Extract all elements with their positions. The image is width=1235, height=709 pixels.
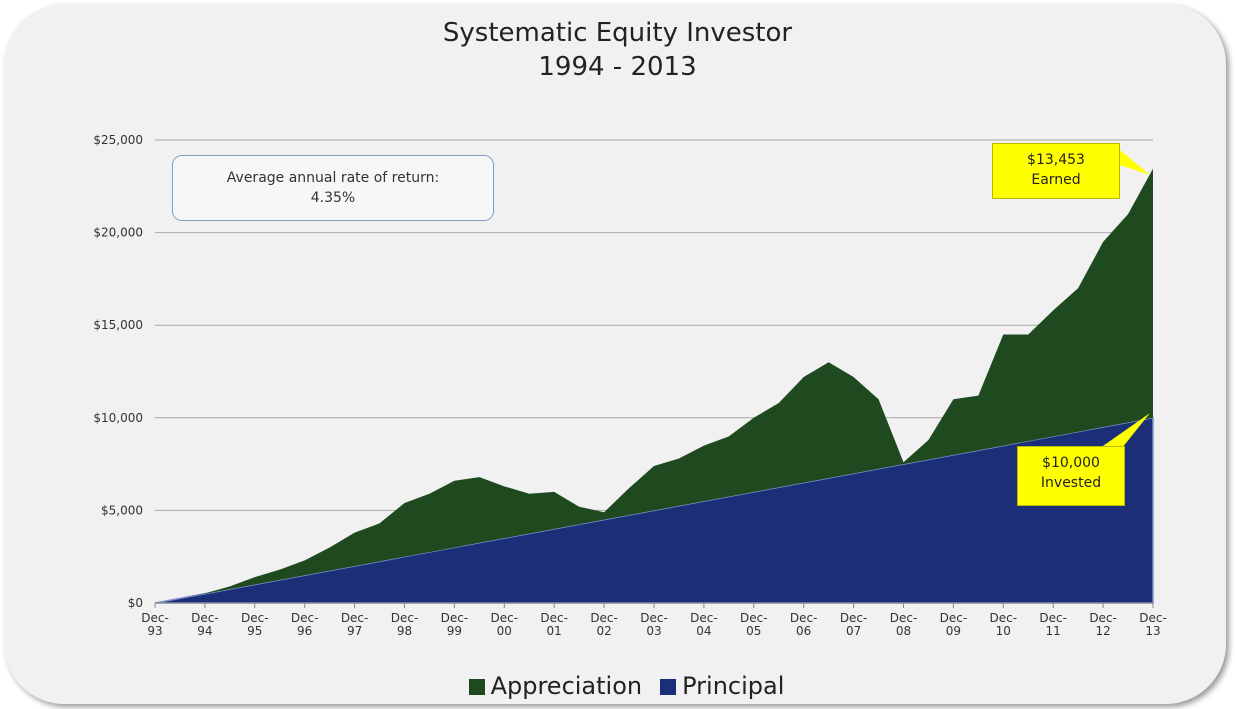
- callout-pointer: [1100, 413, 1150, 448]
- x-tick-label: Dec-03: [640, 611, 668, 638]
- x-tick-label: Dec-05: [740, 611, 768, 638]
- legend-swatch: [468, 679, 485, 695]
- x-tick-label: Dec-11: [1039, 611, 1067, 638]
- callout: $10,000 Invested: [1017, 446, 1125, 506]
- callout-value: $13,453: [1027, 152, 1085, 168]
- legend-label: Appreciation: [490, 672, 643, 700]
- x-tick-label: Dec-96: [290, 611, 319, 638]
- plot-layer: $0 $5,000 $10,000 $15,000 $20,000 $25,000: [93, 133, 1154, 610]
- x-tick-label: Dec-10: [989, 611, 1018, 638]
- y-tick-label: $10,000: [93, 411, 143, 425]
- x-tick-label: Dec-12: [1089, 611, 1117, 638]
- legend: Appreciation Principal: [0, 672, 1235, 700]
- x-tick-label: Dec-13: [1139, 611, 1167, 638]
- x-tick-label: Dec-06: [789, 611, 818, 638]
- x-tick-label: Dec-08: [889, 611, 918, 638]
- x-tick-label: Dec-99: [440, 611, 469, 638]
- x-tick-label: Dec-01: [540, 611, 568, 638]
- annotation-box: Average annual rate of return: 4.35%: [172, 155, 494, 221]
- chart-title: Systematic Equity Investor: [442, 18, 793, 48]
- x-tick-label: Dec-02: [590, 611, 618, 638]
- chart-subtitle: 1994 - 2013: [538, 52, 697, 82]
- callout-label: Invested: [1040, 475, 1102, 491]
- legend-label: Principal: [682, 672, 785, 700]
- x-tick-label: Dec-00: [490, 611, 519, 638]
- x-tick-label: Dec-04: [690, 611, 718, 638]
- callout: $13,453 Earned: [992, 143, 1120, 199]
- x-tick-label: Dec-94: [191, 611, 219, 638]
- y-tick-label: $5,000: [101, 503, 143, 517]
- legend-swatch: [660, 679, 677, 695]
- y-tick-label: $15,000: [93, 318, 143, 332]
- y-tick-label: $25,000: [93, 133, 143, 147]
- annotation-value: 4.35%: [310, 190, 356, 206]
- x-tick-label: Dec-93: [141, 611, 169, 638]
- callout-value: $10,000: [1042, 455, 1100, 471]
- annotation: Average annual rate of return:: [226, 170, 440, 186]
- callout-pointer: [1120, 150, 1150, 175]
- x-tick-label: Dec-97: [340, 611, 369, 638]
- x-tick-label: Dec-07: [839, 611, 868, 638]
- x-tick-label: Dec-95: [241, 611, 269, 638]
- y-tick-label: $0: [128, 596, 143, 610]
- x-tick-label: Dec-09: [939, 611, 968, 638]
- x-tick-label: Dec-98: [390, 611, 419, 638]
- y-tick-label: $20,000: [93, 226, 143, 240]
- callout-label: Earned: [1031, 172, 1081, 188]
